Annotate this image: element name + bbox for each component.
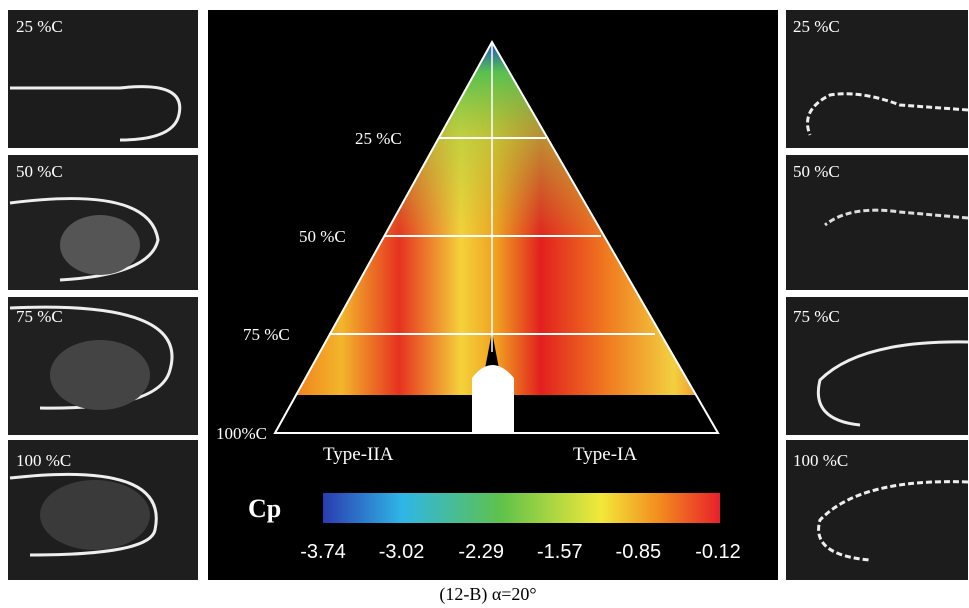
- vortex: [60, 215, 140, 275]
- panel-label: 25 %C: [16, 17, 63, 36]
- colorbar-tick-label: -1.57: [537, 541, 583, 563]
- chord-label: 25 %C: [355, 129, 402, 148]
- panel-label: 25 %C: [793, 17, 840, 36]
- colorbar-tick-label: -0.85: [616, 541, 662, 563]
- panel-label: 50 %C: [16, 162, 63, 181]
- panel-label: 100 %C: [793, 451, 848, 470]
- left-photos: [8, 10, 198, 580]
- chord-label: 100%C: [216, 424, 267, 443]
- colorbar-tick-label: -3.02: [379, 541, 425, 563]
- panel-label: 100 %C: [16, 451, 71, 470]
- type-label: Type-IIA: [323, 444, 394, 465]
- colorbar-tick-label: -0.12: [695, 541, 741, 563]
- colorbar-title: Cp: [248, 494, 281, 523]
- panel-label: 75 %C: [16, 307, 63, 326]
- vortex: [50, 340, 150, 410]
- colorbar: [323, 493, 720, 523]
- page: 25 %C 50 %C 75 %C 100%C Type-IIA Type-IA…: [0, 0, 969, 608]
- panel-label: 75 %C: [793, 307, 840, 326]
- colorbar-tick-label: -3.74: [300, 541, 346, 563]
- panel-label: 50 %C: [793, 162, 840, 181]
- colorbar-tick-label: -2.29: [458, 541, 504, 563]
- body: [472, 365, 514, 433]
- vortex: [40, 480, 150, 550]
- type-label: Type-IA: [573, 444, 637, 465]
- figure: 25 %C 50 %C 75 %C 100%C Type-IIA Type-IA…: [0, 0, 969, 608]
- right-photos: [786, 10, 968, 580]
- chord-label: 75 %C: [243, 325, 290, 344]
- chord-label: 50 %C: [299, 227, 346, 246]
- caption: (12-B) α=20°: [439, 584, 536, 605]
- center-panel: 25 %C 50 %C 75 %C 100%C Type-IIA Type-IA…: [208, 10, 778, 580]
